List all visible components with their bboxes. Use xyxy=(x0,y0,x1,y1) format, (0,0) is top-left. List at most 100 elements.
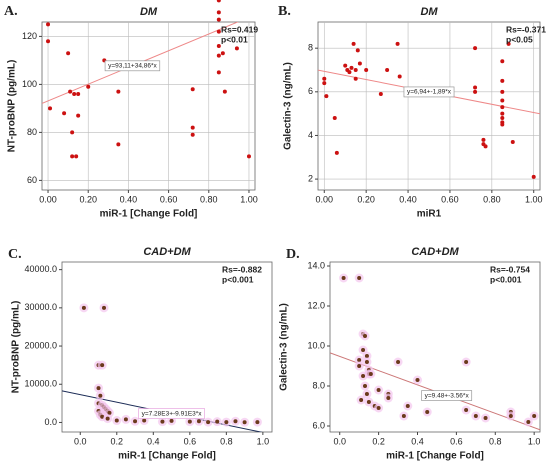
trendline xyxy=(42,22,239,104)
plot-area xyxy=(317,21,541,191)
y-tick-label: 0.0 xyxy=(44,417,57,427)
plot-area xyxy=(41,21,256,191)
y-tick-label: 12.0 xyxy=(307,300,325,310)
equation: y=93,11+34,86*x xyxy=(108,63,157,70)
y-tick-label: 30000.0 xyxy=(24,302,57,312)
point xyxy=(364,360,369,364)
point xyxy=(506,41,511,46)
point xyxy=(216,44,221,48)
y-tick-label: 14.0 xyxy=(307,260,325,270)
x-tick-label: 0.2 xyxy=(372,436,385,446)
y-tick-label: 120 xyxy=(22,31,37,41)
x-tick-label: 0.0 xyxy=(74,436,87,446)
point xyxy=(70,130,75,135)
point xyxy=(357,276,362,280)
point xyxy=(332,116,337,120)
panel-label: C. xyxy=(8,247,22,262)
annotation: p<0.01 xyxy=(221,34,248,44)
point xyxy=(397,74,402,79)
point xyxy=(46,22,51,27)
y-tick-label: 8 xyxy=(308,43,313,53)
point xyxy=(425,410,430,414)
point xyxy=(233,419,238,424)
point xyxy=(114,418,119,423)
point xyxy=(363,384,367,388)
equation-box xyxy=(403,86,455,98)
point xyxy=(343,63,348,68)
annotation: p<0.001 xyxy=(490,274,522,284)
annotation: p<0.001 xyxy=(222,274,254,284)
plot-area xyxy=(61,261,273,433)
point xyxy=(216,17,221,22)
point xyxy=(531,174,536,179)
chart-title: DM xyxy=(140,6,158,18)
annotation: Rs=0.419 xyxy=(221,24,258,34)
trend-group xyxy=(42,22,239,104)
point xyxy=(70,154,75,159)
point xyxy=(473,414,478,418)
point xyxy=(100,363,105,368)
point xyxy=(100,414,105,419)
x-tick-label: 0.00 xyxy=(316,194,334,204)
point xyxy=(324,94,329,99)
point xyxy=(46,39,51,44)
point xyxy=(415,378,420,382)
panel: C. CAD+DM 0.0 10000.0 20000.0 30000.0 40000.0 0… xyxy=(8,246,273,462)
point xyxy=(322,81,327,86)
y-axis-label: NT-proBNP (pg/mL) xyxy=(7,60,18,153)
y-tick-label: 6.0 xyxy=(312,420,325,430)
panel: D. CAD+DM 6.0 8.0 10.0 12.0 14.0 0.0 0.2 0.4 0.6 0.… xyxy=(279,246,541,462)
point xyxy=(500,78,505,83)
x-axis-label: miR-1 [Change Fold] xyxy=(100,209,198,220)
point xyxy=(361,348,366,352)
point xyxy=(364,68,369,72)
equation-box xyxy=(421,390,473,401)
point xyxy=(500,111,505,116)
point xyxy=(481,137,486,142)
point xyxy=(169,418,174,423)
point xyxy=(222,89,227,94)
y-tick-label: 4 xyxy=(308,130,313,140)
point xyxy=(500,105,505,110)
x-tick-label: 0.8 xyxy=(489,436,502,446)
x-tick-label: 0.8 xyxy=(220,436,233,446)
point xyxy=(368,372,373,376)
point xyxy=(48,106,53,111)
point xyxy=(66,51,71,56)
equation-box xyxy=(138,408,205,419)
point xyxy=(473,46,478,51)
y-tick-label: 8.0 xyxy=(312,380,325,390)
point xyxy=(102,305,106,310)
point xyxy=(401,414,406,418)
point xyxy=(500,59,505,64)
point xyxy=(464,360,469,364)
x-tick-label: 1.00 xyxy=(525,194,543,204)
point xyxy=(142,418,147,423)
y-tick-label: 6 xyxy=(308,86,313,96)
point xyxy=(341,276,346,280)
point xyxy=(357,364,362,368)
point xyxy=(353,68,358,72)
chart-title: CAD+DM xyxy=(143,246,191,258)
annotation: Rs=-0.371 xyxy=(506,24,546,34)
point xyxy=(473,89,478,94)
point xyxy=(96,386,101,391)
point xyxy=(334,150,339,155)
point xyxy=(363,334,367,338)
point xyxy=(508,414,513,418)
point xyxy=(364,392,369,396)
x-tick-label: 0.80 xyxy=(483,194,501,204)
point xyxy=(500,98,505,103)
y-tick-label: 10.0 xyxy=(307,340,325,350)
point xyxy=(500,122,505,127)
y-tick-label: 60 xyxy=(27,175,37,185)
point xyxy=(526,420,531,424)
point xyxy=(386,396,391,400)
x-tick-label: 0.40 xyxy=(399,194,417,204)
point xyxy=(72,92,77,96)
point xyxy=(216,0,221,3)
x-tick-label: 0.60 xyxy=(441,194,459,204)
chart-title: DM xyxy=(420,6,438,18)
x-tick-label: 0.20 xyxy=(79,194,97,204)
